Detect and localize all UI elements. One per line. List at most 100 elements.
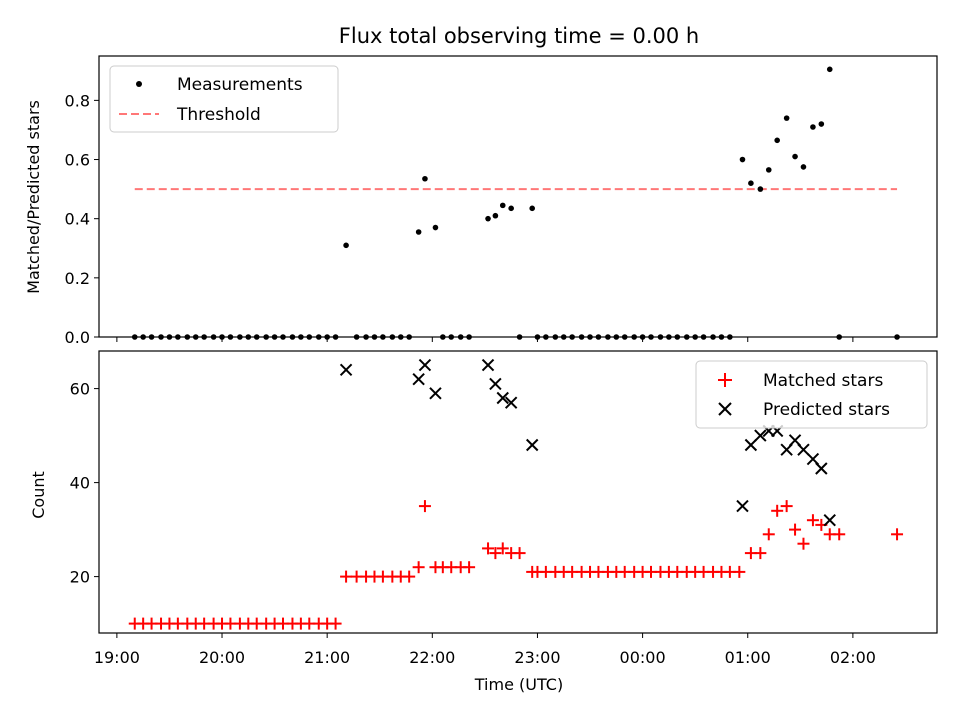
predicted-star-point (823, 513, 836, 527)
matched-star-point (797, 537, 810, 550)
measurement-point (315, 334, 322, 340)
measurement-point (280, 334, 286, 340)
measurement-point (271, 334, 278, 340)
bottom-x-tick-label: 20:00 (199, 648, 245, 667)
top-y-axis-label: Matched/Predicted stars (24, 100, 43, 294)
measurement-point (245, 334, 252, 340)
matched-star-point (403, 570, 416, 583)
predicted-star-point (797, 443, 810, 456)
matched-star-point (482, 542, 495, 555)
measurement-point (353, 334, 360, 340)
measurement-point (621, 334, 628, 340)
measurement-point (508, 205, 514, 212)
predicted-star-point (504, 396, 518, 409)
measurement-point (552, 334, 559, 340)
measurement-point (298, 334, 304, 340)
measurement-point (422, 175, 428, 182)
matched-star-point (463, 561, 476, 574)
legend-matched-marker (718, 373, 732, 387)
measurement-point (700, 334, 707, 340)
measurement-point (227, 334, 234, 340)
top-legend-box (109, 65, 339, 133)
matched-star-point (754, 547, 767, 560)
measurement-point (666, 334, 672, 340)
measurement-point (765, 167, 772, 173)
bottom-panel: 20 40 60 19:00 20:00 21:00 22:00 23:00 00:00 01:0… (29, 350, 938, 694)
measurement-point (718, 334, 725, 340)
measurement-point (529, 205, 535, 212)
measurement-point (648, 334, 654, 340)
measurement-point (710, 334, 716, 340)
matched-star-point (340, 570, 353, 583)
predicted-star-point (525, 438, 539, 452)
bottom-ticks: 20 40 60 19:00 20:00 21:00 22:00 23:00 00:00 01:0… (70, 380, 876, 667)
measurement-point (448, 334, 455, 340)
bottom-x-tick-label: 02:00 (830, 648, 876, 667)
top-y-tick-label: 0.0 (65, 328, 90, 347)
top-panel: 0.00.20.40.60.8 Matched/Predicted stars … (24, 55, 938, 347)
top-y-tick-label: 0.6 (65, 151, 90, 170)
top-y-tick-label: 0.4 (65, 210, 90, 229)
bottom-x-tick-label: 23:00 (514, 648, 560, 667)
legend-measurements-marker (136, 81, 142, 87)
measurement-point (397, 334, 404, 340)
measurement-point (237, 334, 243, 340)
measurement-point (578, 334, 585, 340)
measurement-point (184, 334, 191, 340)
measurement-point (774, 137, 780, 144)
measurement-point (219, 334, 225, 340)
matched-star-point (833, 528, 846, 541)
measurement-point (543, 334, 549, 340)
bottom-axes-frame (98, 350, 938, 634)
measurement-point (683, 334, 690, 340)
measurement-point (818, 121, 825, 127)
measurement-point (894, 334, 900, 340)
measurement-point (440, 334, 446, 340)
predicted-star-point (815, 462, 828, 475)
measurement-point (800, 164, 807, 170)
predicted-star-point (489, 377, 502, 391)
measurement-point (657, 334, 664, 340)
measurement-point (485, 215, 491, 222)
measurement-point (810, 124, 816, 130)
measurement-point (783, 115, 790, 121)
matched-star-point (780, 500, 793, 513)
measurement-point (836, 334, 843, 340)
legend-predicted-marker (718, 402, 732, 416)
measurement-point (263, 334, 269, 340)
predicted-star-point (429, 387, 442, 400)
measurement-point (201, 334, 207, 340)
measurement-point (457, 334, 464, 340)
measurement-point (560, 334, 567, 340)
measurement-point (148, 334, 155, 340)
measurement-point (792, 153, 798, 160)
measurement-point (175, 334, 181, 340)
measurement-point (639, 334, 646, 340)
measurement-point (158, 334, 164, 340)
measurement-point (587, 334, 593, 340)
bottom-y-tick-label: 20 (70, 568, 90, 587)
measurement-point (415, 229, 422, 235)
measurement-point (343, 242, 349, 249)
predicted-star-point (339, 363, 353, 377)
chart-title: Flux total observing time = 0.00 h (339, 24, 699, 48)
top-y-tick-label: 0.2 (65, 269, 90, 288)
measurement-point (826, 66, 833, 73)
measurement-point (432, 224, 439, 231)
measurement-point (406, 334, 412, 340)
measurement-point (306, 334, 313, 340)
bottom-legend: Matched stars Predicted stars (695, 360, 928, 429)
measurement-point (166, 334, 173, 340)
bottom-x-tick-label: 00:00 (620, 648, 666, 667)
top-marks (131, 66, 900, 340)
measurement-point (674, 334, 681, 340)
measurement-point (631, 334, 637, 340)
bottom-x-axis-label: Time (UTC) (474, 675, 563, 694)
measurement-point (534, 334, 541, 340)
measurement-point (499, 202, 506, 209)
measurement-point (748, 180, 754, 186)
measurement-point (289, 334, 296, 340)
measurement-point (371, 334, 378, 340)
matched-star-point (891, 528, 904, 541)
